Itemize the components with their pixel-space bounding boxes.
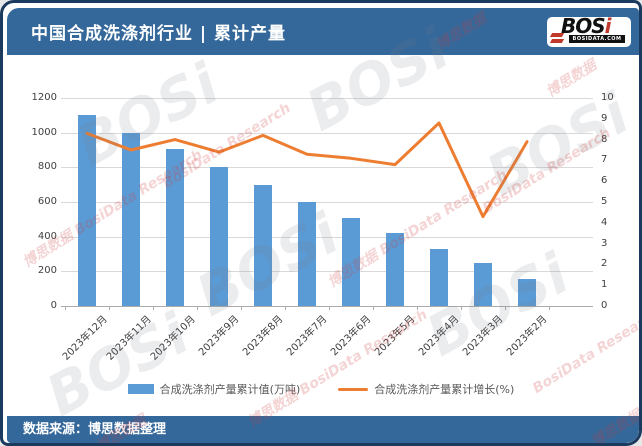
- y-axis-label-right: 10: [601, 92, 614, 103]
- y-axis-label-right: 6: [601, 175, 608, 187]
- x-axis-tick: [373, 306, 374, 310]
- trend-line: [85, 121, 529, 219]
- y-axis-label-right: 3: [601, 237, 608, 249]
- x-axis-tick: [461, 306, 462, 310]
- y-axis-label-right: 1: [601, 279, 608, 291]
- footer-banner: 数据来源：博思数据整理: [7, 416, 639, 443]
- y-axis-label-left: 600: [37, 196, 57, 207]
- header-banner: 中国合成洗涤剂行业 | 累计产量 BOSi BOSIDATA.COM: [7, 8, 639, 55]
- x-axis-tick: [417, 306, 418, 310]
- y-axis-label-right: 9: [601, 112, 608, 124]
- x-axis-tick: [109, 306, 110, 310]
- y-axis-label-left: 0: [50, 300, 57, 311]
- bosi-logo: BOSi BOSIDATA.COM: [547, 17, 631, 47]
- line-series-swatch-icon: [338, 387, 369, 391]
- gridline: [61, 236, 593, 238]
- legend-item-bar-series: 合成洗涤剂产量累计值(万吨): [127, 381, 301, 397]
- y-axis-label-left: 800: [37, 161, 57, 173]
- data-source-text: 数据来源：博思数据整理: [23, 422, 167, 437]
- y-axis-label-right: 0: [601, 300, 608, 311]
- bar: [254, 184, 272, 306]
- y-axis-label-right: 2: [601, 258, 608, 270]
- x-axis-tick: [65, 306, 66, 310]
- x-axis-tick: [329, 306, 330, 310]
- gridline: [61, 167, 593, 169]
- legend-label: 合成洗涤剂产量累计值(万吨): [159, 383, 301, 396]
- y-axis-label-right: 8: [601, 133, 608, 145]
- bar: [166, 149, 184, 306]
- y-axis-label-left: 400: [37, 230, 57, 242]
- y-axis-label-right: 4: [601, 216, 608, 228]
- chart-legend: 合成洗涤剂产量累计值(万吨) 合成洗涤剂产量累计增长(%): [3, 379, 639, 399]
- gridline: [61, 271, 593, 273]
- bar: [342, 217, 360, 306]
- gridline: [61, 202, 593, 203]
- y-axis-label-left: 1200: [31, 92, 57, 103]
- logo-wordmark: BOSi: [561, 17, 611, 38]
- bar: [122, 132, 140, 306]
- bar: [474, 262, 492, 306]
- bar: [430, 248, 448, 306]
- y-axis-label-right: 7: [601, 154, 608, 166]
- gridline: [61, 132, 593, 134]
- gridline: [61, 98, 593, 99]
- x-axis-tick: [241, 306, 242, 310]
- bar: [386, 233, 404, 306]
- legend-item-line-series: 合成洗涤剂产量累计增长(%): [338, 381, 514, 397]
- page-title: 中国合成洗涤剂行业 | 累计产量: [31, 24, 287, 44]
- bar: [210, 167, 228, 306]
- gridline: [61, 306, 593, 307]
- bar: [298, 202, 316, 306]
- bar: [78, 115, 96, 306]
- bar: [518, 279, 536, 306]
- logo-domain: BOSIDATA.COM: [569, 35, 625, 43]
- bar-series-swatch-icon: [127, 384, 154, 394]
- x-axis-tick: [285, 306, 286, 310]
- y-axis-label-right: 5: [601, 196, 608, 207]
- combo-chart: 0 200 400 600 800 1000 1200 0 1 2 3 4 5 6 7 8 9 10 2023年12…: [3, 3, 639, 443]
- x-axis-tick: [505, 306, 506, 310]
- x-axis-tick: [197, 306, 198, 310]
- x-axis-tick: [153, 306, 154, 310]
- y-axis-label-left: 200: [37, 265, 57, 277]
- legend-label: 合成洗涤剂产量累计增长(%): [374, 383, 515, 396]
- x-axis-tick: [549, 306, 550, 310]
- y-axis-label-left: 1000: [31, 126, 57, 138]
